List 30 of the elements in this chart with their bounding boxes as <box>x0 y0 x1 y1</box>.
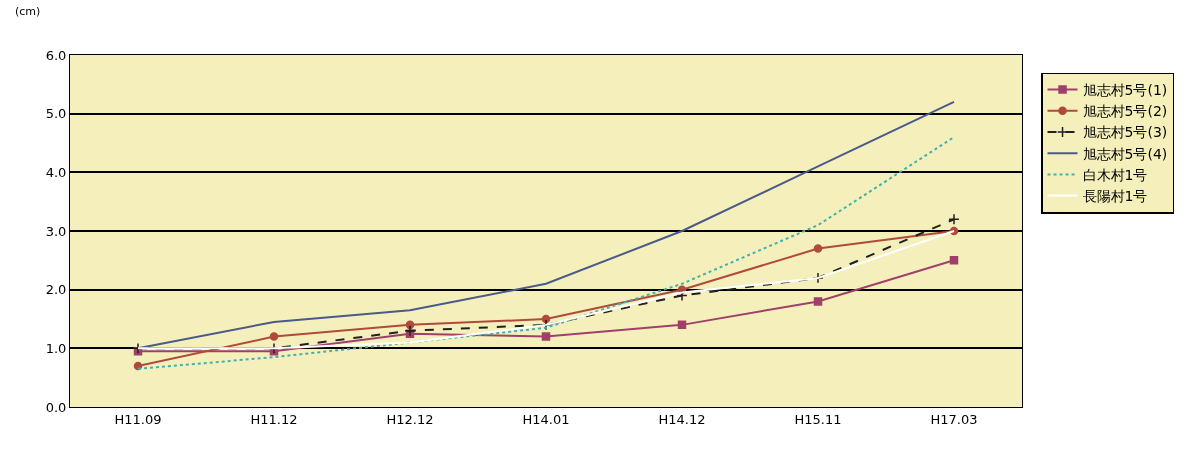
point <box>813 244 823 253</box>
point <box>676 289 688 302</box>
legend-label: 旭志村5号(2) <box>1082 103 1168 120</box>
y-tick-label: 5.0 <box>45 106 67 122</box>
legend-label: 長陽村1号 <box>1082 188 1148 205</box>
legend-label: 旭志村5号(1) <box>1082 82 1168 99</box>
point <box>948 213 960 225</box>
point <box>541 332 551 341</box>
x-tick-label: H11.12 <box>250 411 298 427</box>
y-tick-label: 4.0 <box>45 164 67 180</box>
y-axis-title: (cm) <box>15 5 41 18</box>
y-tick-label: 0.0 <box>45 399 67 415</box>
legend-label: 白木村1号 <box>1082 166 1148 183</box>
x-tick-label: H14.12 <box>658 411 706 427</box>
x-tick-label: H17.03 <box>930 411 978 427</box>
x-tick-label: H11.09 <box>114 411 162 427</box>
point <box>949 256 959 265</box>
y-tick-label: 2.0 <box>45 282 67 298</box>
point <box>269 332 279 341</box>
x-tick-label: H12.12 <box>386 411 434 427</box>
point <box>677 320 687 330</box>
legend-label: 旭志村5号(3) <box>1082 124 1168 141</box>
y-tick-label: 6.0 <box>45 47 67 63</box>
x-tick-label: H15.11 <box>794 411 842 427</box>
y-tick-label: 1.0 <box>45 340 67 356</box>
y-tick-label: 3.0 <box>45 223 67 239</box>
x-tick-label: H14.01 <box>522 411 570 427</box>
point <box>813 297 823 306</box>
point <box>404 325 416 337</box>
legend-label: 旭志村5号(4) <box>1082 145 1168 162</box>
